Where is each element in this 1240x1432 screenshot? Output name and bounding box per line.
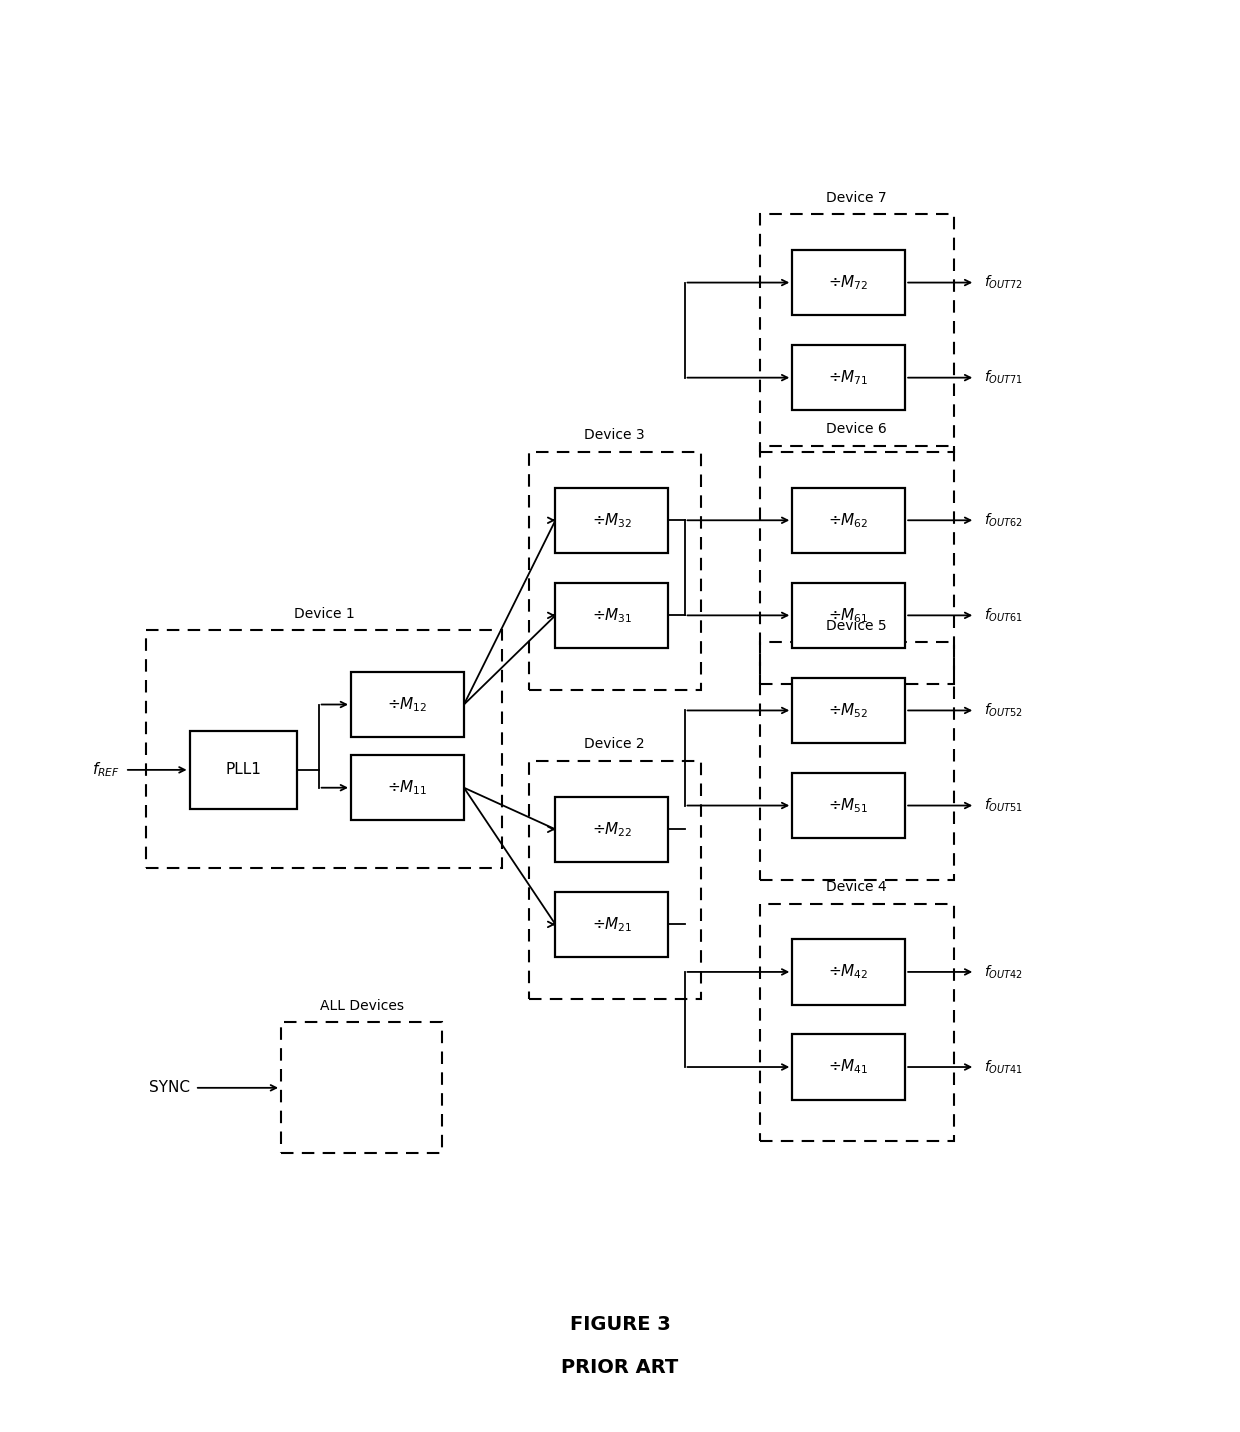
Bar — [556, 488, 668, 553]
Text: Device 4: Device 4 — [826, 881, 887, 894]
Text: $f_{OUT41}$: $f_{OUT41}$ — [983, 1058, 1023, 1075]
Text: $f_{OUT72}$: $f_{OUT72}$ — [983, 274, 1023, 291]
Text: Device 2: Device 2 — [584, 737, 645, 752]
Text: $f_{REF}$: $f_{REF}$ — [92, 760, 119, 779]
Text: $\div M_{22}$: $\div M_{22}$ — [591, 821, 632, 839]
Text: $\div M_{31}$: $\div M_{31}$ — [591, 606, 632, 624]
Text: $f_{OUT62}$: $f_{OUT62}$ — [983, 511, 1023, 528]
Bar — [760, 215, 954, 453]
Text: PRIOR ART: PRIOR ART — [562, 1358, 678, 1378]
Text: Device 6: Device 6 — [826, 422, 887, 437]
Text: $\div M_{71}$: $\div M_{71}$ — [828, 368, 869, 387]
Text: $\div M_{61}$: $\div M_{61}$ — [828, 606, 869, 624]
Bar — [792, 939, 905, 1005]
Bar — [556, 583, 668, 649]
Text: $\div M_{62}$: $\div M_{62}$ — [828, 511, 869, 530]
Text: Device 5: Device 5 — [826, 619, 887, 633]
Text: $\div M_{52}$: $\div M_{52}$ — [828, 702, 869, 720]
Bar — [792, 583, 905, 649]
Bar — [146, 630, 502, 868]
Bar — [792, 1034, 905, 1100]
Text: Device 1: Device 1 — [294, 607, 355, 620]
Bar — [528, 760, 701, 998]
Bar — [351, 755, 464, 821]
Bar — [760, 642, 954, 879]
Bar — [792, 345, 905, 411]
Bar — [351, 672, 464, 737]
Text: Device 7: Device 7 — [826, 190, 887, 205]
Bar — [556, 796, 668, 862]
Bar — [281, 1022, 443, 1153]
Text: $f_{OUT51}$: $f_{OUT51}$ — [983, 796, 1023, 815]
Text: ALL Devices: ALL Devices — [320, 1000, 404, 1012]
Bar — [792, 251, 905, 315]
Text: $f_{OUT71}$: $f_{OUT71}$ — [983, 369, 1023, 387]
Text: $\div M_{42}$: $\div M_{42}$ — [828, 962, 869, 981]
Text: $\div M_{51}$: $\div M_{51}$ — [828, 796, 869, 815]
Bar — [190, 732, 298, 809]
Text: PLL1: PLL1 — [226, 762, 262, 778]
Text: $\div M_{12}$: $\div M_{12}$ — [387, 695, 428, 715]
Bar — [792, 773, 905, 838]
Text: $\div M_{11}$: $\div M_{11}$ — [387, 779, 428, 798]
Bar — [792, 488, 905, 553]
Bar — [528, 453, 701, 690]
Text: $f_{OUT52}$: $f_{OUT52}$ — [983, 702, 1023, 719]
Text: SYNC: SYNC — [149, 1080, 190, 1095]
Text: $\div M_{32}$: $\div M_{32}$ — [591, 511, 632, 530]
Text: $\div M_{72}$: $\div M_{72}$ — [828, 274, 869, 292]
Text: $f_{OUT61}$: $f_{OUT61}$ — [983, 607, 1023, 624]
Bar — [760, 445, 954, 683]
Text: $\div M_{21}$: $\div M_{21}$ — [591, 915, 632, 934]
Bar — [556, 892, 668, 957]
Text: $\div M_{41}$: $\div M_{41}$ — [828, 1058, 869, 1077]
Bar — [760, 904, 954, 1141]
Text: $f_{OUT42}$: $f_{OUT42}$ — [983, 964, 1023, 981]
Text: FIGURE 3: FIGURE 3 — [569, 1315, 671, 1335]
Text: Device 3: Device 3 — [584, 428, 645, 442]
Bar — [792, 677, 905, 743]
